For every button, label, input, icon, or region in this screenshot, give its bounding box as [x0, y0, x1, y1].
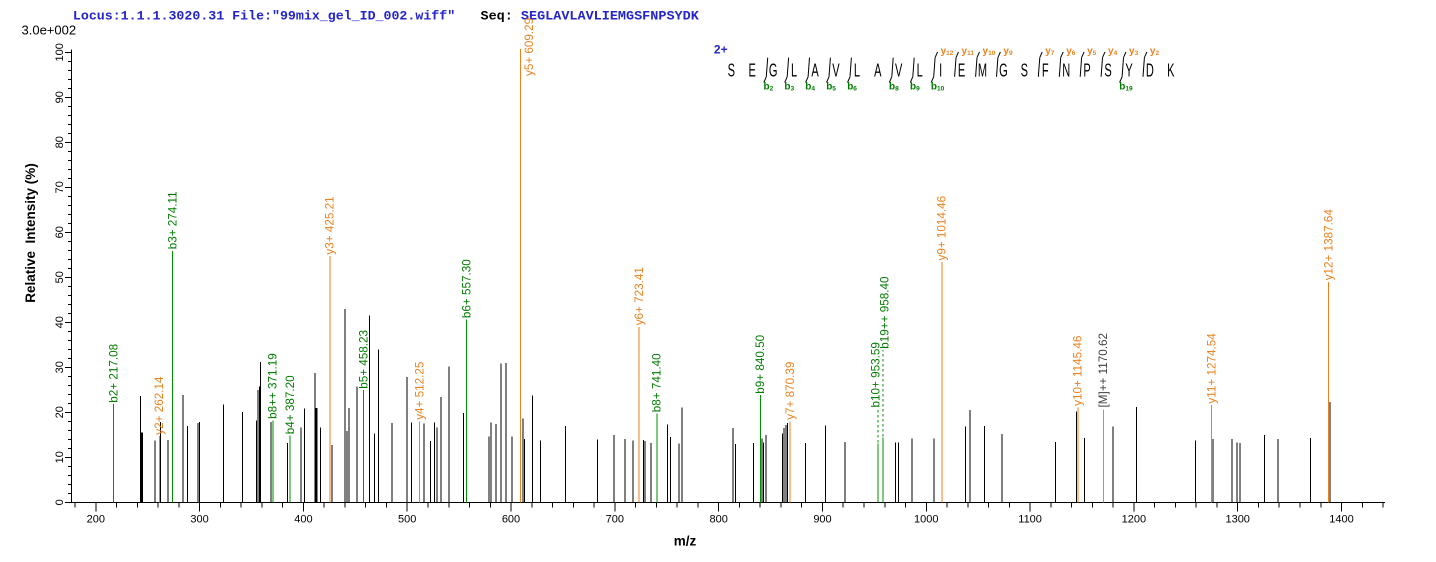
svg-text:y3+ 425.21: y3+ 425.21: [324, 196, 337, 254]
svg-text:G: G: [999, 61, 1008, 82]
svg-text:1200: 1200: [1122, 514, 1146, 526]
svg-text:D: D: [1146, 61, 1154, 82]
svg-text:500: 500: [398, 514, 416, 526]
svg-text:L: L: [791, 61, 797, 82]
svg-text:Relative Intensity (%): Relative Intensity (%): [23, 163, 38, 303]
svg-text:100: 100: [54, 43, 66, 61]
svg-text:b9: b9: [910, 82, 920, 93]
svg-text:S: S: [728, 61, 735, 82]
svg-text:y6: y6: [1066, 46, 1076, 57]
svg-text:P: P: [1083, 61, 1090, 82]
svg-text:b3: b3: [784, 82, 794, 93]
svg-text:90: 90: [54, 91, 66, 103]
svg-text:E: E: [958, 61, 965, 82]
svg-text:S: S: [1104, 61, 1111, 82]
svg-text:y11: y11: [962, 46, 975, 57]
svg-text:b8: b8: [889, 82, 899, 93]
svg-text:y9+ 1014.46: y9+ 1014.46: [936, 196, 949, 261]
svg-text:2+: 2+: [714, 43, 728, 57]
svg-text:A: A: [811, 61, 819, 82]
svg-text:Y: Y: [1125, 61, 1132, 82]
svg-text:1300: 1300: [1225, 514, 1249, 526]
svg-text:y4: y4: [1108, 46, 1118, 57]
svg-text:b19++ 958.40: b19++ 958.40: [879, 276, 892, 349]
svg-text:50: 50: [54, 271, 66, 283]
svg-text:b4: b4: [805, 82, 815, 93]
svg-text:700: 700: [606, 514, 624, 526]
svg-text:3.0e+002: 3.0e+002: [22, 23, 77, 38]
svg-text:b5+ 458.23: b5+ 458.23: [357, 330, 370, 389]
svg-text:S: S: [1021, 61, 1028, 82]
svg-text:Seq: SEGLAVLAVLIEMGSFNPSYDK: Seq: SEGLAVLAVLIEMGSFNPSYDK: [481, 9, 699, 24]
svg-text:V: V: [832, 61, 840, 82]
svg-text:800: 800: [710, 514, 728, 526]
svg-text:0: 0: [54, 499, 66, 505]
svg-text:300: 300: [190, 514, 208, 526]
svg-text:y11+ 1274.54: y11+ 1274.54: [1205, 333, 1218, 404]
svg-text:A: A: [874, 61, 882, 82]
svg-text:b8+ 741.40: b8+ 741.40: [651, 353, 664, 412]
svg-text:1000: 1000: [914, 514, 938, 526]
svg-text:600: 600: [502, 514, 520, 526]
svg-text:70: 70: [54, 181, 66, 193]
svg-text:y7+ 870.39: y7+ 870.39: [784, 362, 797, 420]
svg-text:b2+ 217.08: b2+ 217.08: [107, 344, 120, 403]
svg-text:20: 20: [54, 406, 66, 418]
svg-text:b6: b6: [847, 82, 857, 93]
svg-text:y2+ 262.14: y2+ 262.14: [153, 376, 166, 435]
svg-text:L: L: [854, 61, 860, 82]
svg-text:y2: y2: [1150, 46, 1160, 57]
svg-text:y5+ 609.29: y5+ 609.29: [523, 18, 536, 76]
svg-text:b6+ 557.30: b6+ 557.30: [461, 259, 474, 318]
svg-text:b4+ 387.20: b4+ 387.20: [284, 375, 297, 434]
svg-text:Locus:1.1.1.3020.31 File:"99mi: Locus:1.1.1.3020.31 File:"99mix_gel_ID_0…: [73, 9, 455, 24]
svg-text:N: N: [1062, 61, 1070, 82]
svg-text:b9+ 840.50: b9+ 840.50: [754, 334, 767, 393]
svg-text:y10+ 1145.46: y10+ 1145.46: [1072, 336, 1085, 406]
svg-text:[M]++ 1170.62: [M]++ 1170.62: [1097, 333, 1110, 408]
svg-text:F: F: [1042, 61, 1049, 82]
svg-text:y12: y12: [941, 46, 954, 57]
svg-text:y6+ 723.41: y6+ 723.41: [633, 267, 646, 325]
svg-text:y9: y9: [1003, 46, 1013, 57]
svg-text:b2: b2: [764, 82, 774, 93]
svg-text:1100: 1100: [1018, 514, 1042, 526]
svg-text:y5: y5: [1087, 46, 1097, 57]
svg-text:900: 900: [813, 514, 831, 526]
svg-text:30: 30: [54, 361, 66, 373]
svg-text:y12+ 1387.64: y12+ 1387.64: [1323, 209, 1336, 281]
svg-text:60: 60: [54, 226, 66, 238]
svg-text:10: 10: [54, 451, 66, 463]
svg-text:G: G: [769, 61, 778, 82]
svg-text:40: 40: [54, 316, 66, 328]
svg-text:y7: y7: [1045, 46, 1055, 57]
svg-text:b19: b19: [1119, 82, 1133, 93]
svg-text:400: 400: [294, 514, 312, 526]
svg-text:m/z: m/z: [674, 534, 697, 549]
svg-text:K: K: [1167, 61, 1174, 82]
svg-text:b10+ 953.59: b10+ 953.59: [869, 342, 882, 407]
svg-text:y10: y10: [983, 46, 996, 57]
svg-text:b8++ 371.19: b8++ 371.19: [267, 353, 280, 419]
svg-text:V: V: [895, 61, 903, 82]
svg-text:y3: y3: [1129, 46, 1139, 57]
svg-text:I: I: [939, 61, 942, 82]
svg-text:b5: b5: [826, 82, 836, 93]
svg-text:E: E: [749, 61, 756, 82]
svg-text:y4+ 512.25: y4+ 512.25: [413, 361, 426, 420]
svg-text:L: L: [917, 61, 923, 82]
svg-text:M: M: [978, 61, 987, 82]
svg-text:200: 200: [87, 514, 105, 526]
svg-text:b10: b10: [931, 82, 945, 93]
svg-text:b3+ 274.11: b3+ 274.11: [167, 191, 180, 249]
svg-text:80: 80: [54, 136, 66, 148]
svg-text:1400: 1400: [1329, 514, 1353, 526]
